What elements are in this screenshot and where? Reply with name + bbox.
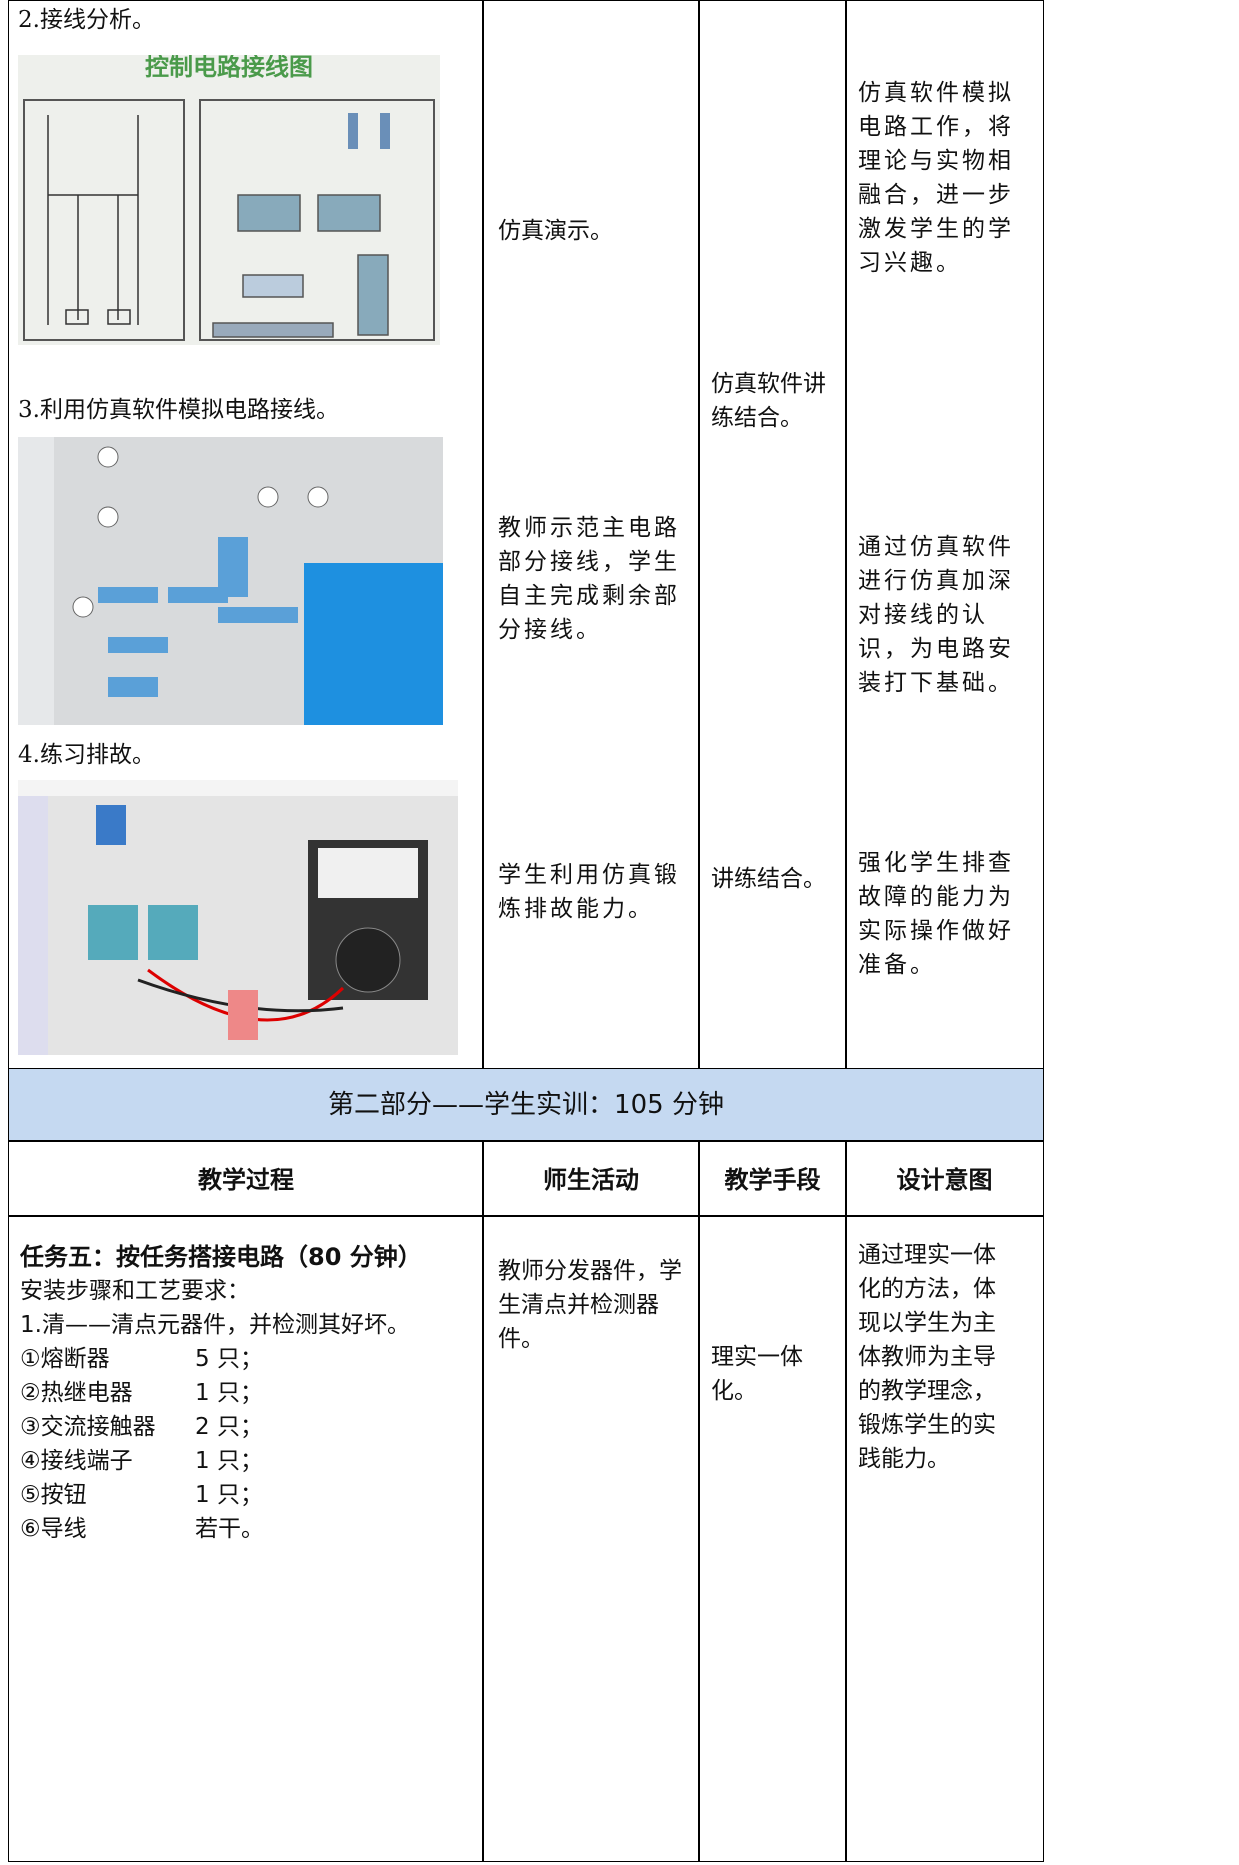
cell xyxy=(698,1215,847,1862)
item-quantity: 1 只； xyxy=(195,1482,263,1508)
item-name: ⑤按钮 xyxy=(20,1482,87,1508)
item-name: ④接线端子 xyxy=(20,1448,133,1474)
cell xyxy=(482,1140,700,1217)
column-header: 教学手段 xyxy=(724,1166,821,1194)
item-quantity: 1 只； xyxy=(195,1448,263,1474)
item-name: ①熔断器 xyxy=(20,1346,110,1372)
section-header: 第二部分——学生实训：105 分钟 xyxy=(328,1090,724,1120)
activity-text: 教师示范主电路部分接线，学生自主完成剩余部分接线。 xyxy=(498,515,680,643)
step-text: 3.利用仿真软件模拟电路接线。 xyxy=(18,397,339,423)
item-name: ⑥导线 xyxy=(20,1516,87,1542)
item-quantity: 2 只； xyxy=(195,1414,263,1440)
activity-text: 仿真演示。 xyxy=(498,218,613,244)
activity-text: 教师分发器件，学生清点并检测器件。 xyxy=(498,1258,682,1352)
task-line: 1.清——清点元器件，并检测其好坏。 xyxy=(20,1312,410,1338)
item-quantity: 1 只； xyxy=(195,1380,263,1406)
cell xyxy=(845,1140,1044,1217)
task-line: 安装步骤和工艺要求： xyxy=(20,1278,250,1304)
item-quantity: 5 只； xyxy=(195,1346,263,1372)
simulation-screenshot xyxy=(18,437,443,725)
intent-text: 通过理实一体化的方法，体现以学生为主体教师为主导的教学理念，锻炼学生的实践能力。 xyxy=(858,1242,996,1472)
wiring-diagram: 控制电路接线图 xyxy=(18,55,440,345)
task-title: 任务五：按任务搭接电路（80 分钟） xyxy=(20,1243,422,1271)
figure-title: 控制电路接线图 xyxy=(145,55,313,81)
cell xyxy=(698,1140,847,1217)
item-quantity: 若干。 xyxy=(195,1516,264,1542)
cell xyxy=(8,1215,484,1862)
means-text: 理实一体化。 xyxy=(711,1344,803,1404)
means-text: 仿真软件讲练结合。 xyxy=(711,371,826,431)
step-text: 4.练习排故。 xyxy=(18,742,155,768)
column-header: 师生活动 xyxy=(543,1166,639,1194)
activity-text: 学生利用仿真锻炼排故能力。 xyxy=(498,862,680,922)
cell xyxy=(698,0,847,1070)
item-name: ②热继电器 xyxy=(20,1380,133,1406)
cell xyxy=(845,1215,1044,1862)
cell xyxy=(482,1215,700,1862)
column-header: 设计意图 xyxy=(896,1166,993,1194)
column-header: 教学过程 xyxy=(198,1166,294,1194)
means-text: 讲练结合。 xyxy=(711,866,826,892)
step-text: 2.接线分析。 xyxy=(18,7,155,33)
item-name: ③交流接触器 xyxy=(20,1414,156,1440)
intent-text: 通过仿真软件进行仿真加深对接线的认识，为电路安装打下基础。 xyxy=(858,534,1014,696)
cell xyxy=(8,1140,484,1217)
intent-text: 强化学生排查故障的能力为实际操作做好准备。 xyxy=(858,850,1014,978)
troubleshoot-screenshot xyxy=(18,780,458,1055)
intent-text: 仿真软件模拟电路工作，将理论与实物相融合，进一步激发学生的学习兴趣。 xyxy=(858,80,1014,276)
section-cell xyxy=(8,1068,1044,1142)
